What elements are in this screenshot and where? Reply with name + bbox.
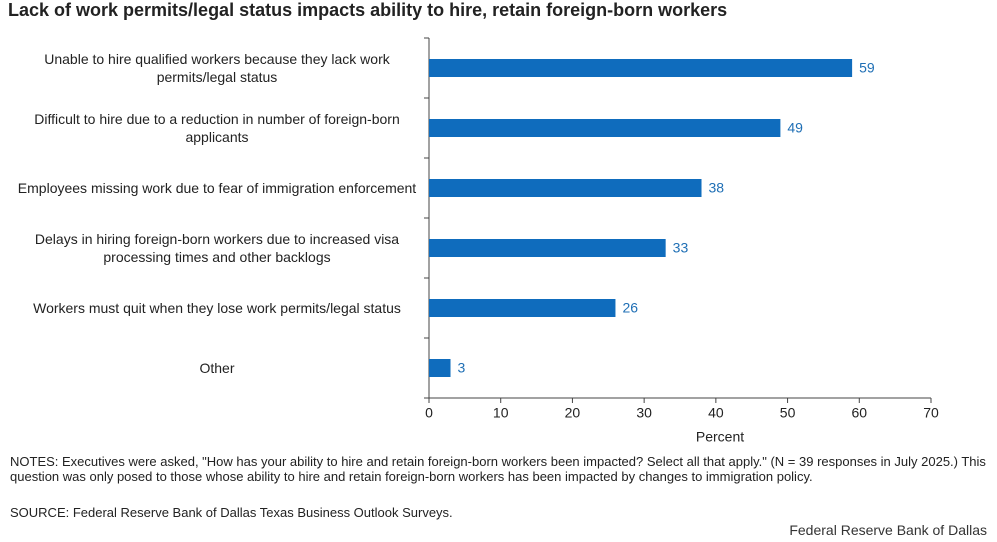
- source: SOURCE: Federal Reserve Bank of Dallas T…: [10, 505, 453, 520]
- bar: [429, 119, 781, 137]
- bar: [429, 239, 666, 257]
- bar: [429, 179, 702, 197]
- category-label: Workers must quit when they lose work pe…: [33, 300, 401, 316]
- category-label: Difficult to hire due to a reduction in …: [34, 111, 400, 145]
- x-tick-label: 70: [923, 405, 939, 421]
- value-label: 26: [622, 300, 638, 316]
- x-tick-label: 50: [780, 405, 796, 421]
- bar: [429, 59, 853, 77]
- bar: [429, 299, 616, 317]
- category-label: Employees missing work due to fear of im…: [17, 180, 417, 196]
- notes: NOTES: Executives were asked, "How has y…: [10, 454, 986, 484]
- x-tick-label: 0: [425, 405, 433, 421]
- value-label: 3: [458, 360, 466, 376]
- value-label: 59: [859, 60, 875, 76]
- x-tick-label: 60: [851, 405, 867, 421]
- x-tick-label: 40: [708, 405, 724, 421]
- category-label: Other: [199, 360, 235, 376]
- value-label: 38: [709, 180, 725, 196]
- chart-title: Lack of work permits/legal status impact…: [8, 0, 728, 20]
- credit: Federal Reserve Bank of Dallas: [789, 522, 987, 538]
- x-tick-label: 30: [636, 405, 652, 421]
- category-label: Unable to hire qualified workers because…: [44, 51, 390, 85]
- category-label: Delays in hiring foreign-born workers du…: [34, 231, 400, 265]
- value-label: 49: [787, 120, 803, 136]
- x-tick-label: 20: [565, 405, 581, 421]
- x-tick-label: 10: [493, 405, 509, 421]
- bar: [429, 359, 451, 377]
- x-axis-label: Percent: [696, 429, 744, 445]
- value-label: 33: [673, 240, 689, 256]
